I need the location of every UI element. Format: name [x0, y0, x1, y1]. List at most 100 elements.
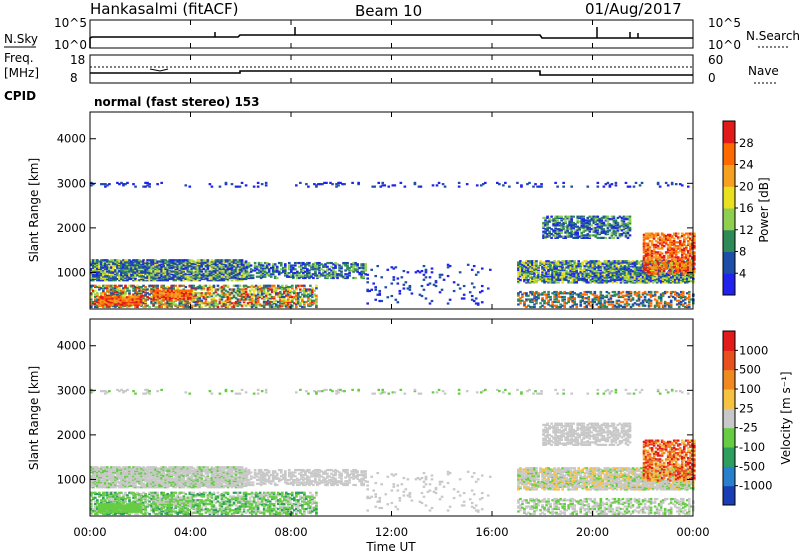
power-cell — [569, 273, 572, 277]
power-cell — [156, 293, 160, 296]
power-cell — [350, 263, 353, 266]
power-cell — [623, 273, 627, 277]
power-cell — [140, 270, 143, 273]
power-cell — [675, 273, 679, 277]
power-cell — [585, 260, 589, 263]
power-cell — [599, 293, 603, 296]
power-cell — [462, 293, 466, 296]
power-cell — [96, 293, 99, 296]
power-cell — [519, 271, 522, 274]
power-cell — [324, 265, 327, 268]
power-cell — [649, 292, 653, 295]
power-cell — [299, 302, 302, 305]
power-cell — [583, 293, 587, 296]
power-cell — [597, 275, 601, 278]
power-cell — [122, 276, 125, 279]
power-cell — [133, 301, 137, 304]
power-cell — [591, 302, 595, 305]
power-cell — [262, 285, 266, 289]
power-cell — [140, 290, 143, 294]
power-cell — [332, 263, 335, 266]
power-cell — [236, 259, 240, 262]
power-cell — [561, 295, 564, 299]
power-cell — [246, 293, 250, 296]
power-cell — [637, 293, 641, 296]
power-cell — [593, 262, 597, 265]
power-cell — [543, 265, 546, 268]
power-cell — [326, 265, 329, 268]
power-cell — [619, 304, 623, 307]
power-cell — [629, 263, 633, 267]
power-cell — [126, 276, 129, 279]
power-cell — [192, 297, 196, 300]
power-cell — [286, 299, 290, 302]
power-cell — [306, 274, 309, 277]
power-cell — [558, 215, 561, 218]
power-cell — [587, 276, 591, 279]
power-cell — [564, 231, 567, 235]
power-cell — [336, 263, 339, 266]
power-cell — [567, 280, 570, 283]
power-cell — [118, 262, 121, 266]
power-cell — [306, 273, 309, 276]
power-cell — [188, 298, 192, 301]
power-cell — [578, 235, 582, 238]
power-cell — [675, 277, 679, 280]
power-cell — [100, 274, 103, 277]
power-cell — [291, 300, 294, 304]
power-cell — [114, 259, 117, 262]
power-cell — [557, 293, 560, 296]
power-cell — [180, 304, 184, 307]
power-cell — [535, 290, 538, 294]
power-cell — [613, 304, 617, 307]
power-cell — [564, 236, 567, 239]
power-cell — [590, 219, 594, 222]
power-cell — [270, 290, 274, 294]
power-cell — [134, 266, 137, 269]
power-cell — [602, 229, 606, 232]
power-cell — [548, 219, 551, 222]
power-cell — [310, 264, 313, 267]
power-cell — [248, 304, 252, 307]
power-cell — [110, 279, 113, 282]
power-cell — [178, 271, 182, 274]
power-cell — [224, 305, 228, 309]
power-cell — [144, 285, 147, 289]
power-cell — [90, 304, 93, 307]
power-cell — [629, 262, 633, 265]
power-cell — [633, 281, 637, 284]
power-cell — [166, 266, 169, 269]
power-cell — [144, 279, 147, 282]
power-cell — [261, 271, 265, 275]
power-cell — [334, 274, 337, 277]
power-cell — [609, 280, 613, 283]
power-cell — [230, 302, 234, 305]
power-cell — [112, 276, 115, 279]
power-cell — [190, 269, 194, 272]
power-cell — [102, 270, 105, 273]
power-cell — [546, 235, 549, 238]
power-cell — [273, 263, 277, 266]
power-cell — [519, 267, 522, 270]
power-cell — [619, 261, 623, 264]
power-cell — [118, 261, 121, 264]
power-cell — [236, 303, 240, 306]
power-cell — [170, 294, 174, 297]
power-cell — [154, 298, 158, 301]
power-cell — [602, 230, 606, 233]
power-cell — [541, 271, 544, 274]
power-cell — [571, 266, 575, 269]
power-cell — [548, 233, 551, 236]
power-cell — [166, 294, 170, 297]
power-cell — [287, 261, 291, 265]
power-cell — [184, 285, 188, 289]
power-cell — [661, 271, 665, 274]
power-cell — [639, 273, 643, 277]
power-cell — [521, 261, 524, 264]
power-cell — [254, 302, 258, 305]
power-cell — [631, 262, 635, 265]
power-cell — [150, 302, 153, 305]
power-cell — [561, 270, 564, 273]
power-cell — [681, 276, 685, 279]
power-cell — [224, 264, 228, 267]
